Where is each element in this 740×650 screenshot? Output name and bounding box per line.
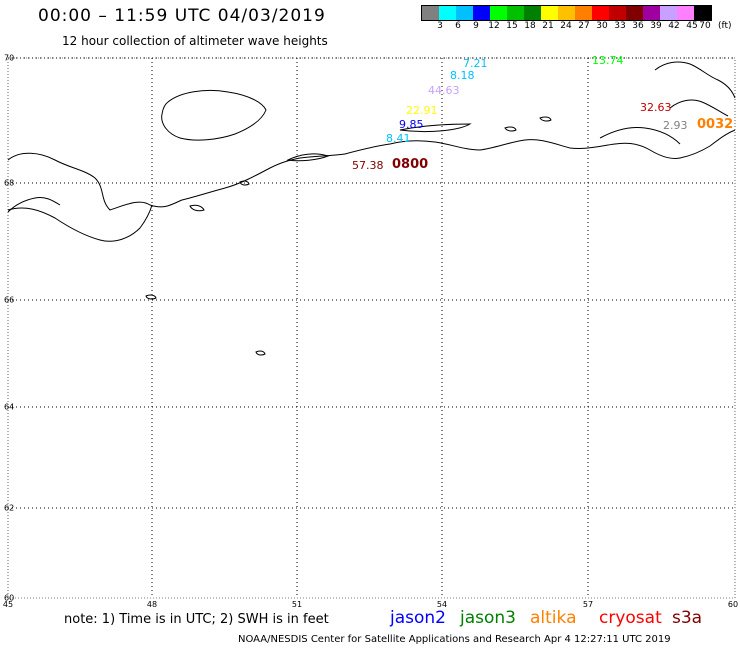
map-title: 00:00 – 11:59 UTC 04/03/2019 — [38, 6, 326, 26]
small-island-7 — [399, 123, 472, 133]
colorbar-swatch — [558, 6, 575, 20]
colorbar-tick-label: 42 — [668, 21, 680, 31]
colorbar-swatch — [592, 6, 609, 20]
colorbar-tick-label: 36 — [632, 21, 644, 31]
colorbar-swatch — [660, 6, 677, 20]
small-island-1 — [145, 294, 157, 300]
wave-label: 0800 — [392, 157, 429, 172]
small-island-6 — [189, 204, 205, 212]
colorbar-tick-label: 39 — [650, 21, 662, 31]
wave-label: 44.63 — [428, 84, 460, 97]
novaya-zemlya-coast — [654, 61, 736, 99]
novaya-zemlya-south-coast — [669, 99, 729, 117]
colorbar-swatch — [490, 6, 507, 20]
colorbar-tick-label: 12 — [488, 21, 500, 31]
longitude-label: 45 — [2, 600, 14, 609]
wave-label: 7.21 — [463, 57, 488, 70]
footer-note: note: 1) Time is in UTC; 2) SWH is in fe… — [64, 612, 329, 627]
colorbar-swatch — [456, 6, 473, 20]
wave-label: 2.93 — [663, 119, 688, 132]
latitude-label: 70 — [4, 53, 15, 63]
colorbar-tick-label: 33 — [614, 21, 626, 31]
latitude-label: 66 — [4, 295, 15, 305]
wave-label: 57.38 — [352, 159, 384, 172]
colorbar-swatch — [541, 6, 558, 20]
colorbar-tick-label: 21 — [542, 21, 554, 31]
colorbar-tick-label: 18 — [524, 21, 536, 31]
longitude-label: 48 — [146, 600, 158, 609]
colorbar-swatch — [473, 6, 490, 20]
latitude-label: 60 — [4, 593, 15, 603]
map-subtitle: 12 hour collection of altimeter wave hei… — [62, 34, 328, 48]
wave-label: 22.91 — [406, 104, 438, 117]
colorbar-tick-label: 6 — [455, 21, 461, 31]
wave-label: 8.41 — [386, 132, 411, 145]
coastlines — [7, 61, 736, 356]
colorbar-swatch — [507, 6, 524, 20]
legend-cryosat: cryosat — [599, 608, 662, 628]
colorbar-swatch — [643, 6, 660, 20]
colorbar-swatch — [422, 6, 439, 20]
kanin-peninsula-coast — [286, 153, 330, 162]
small-island-4 — [539, 116, 552, 122]
colorbar-swatch — [626, 6, 643, 20]
colorbar-tick-label: 70 — [699, 21, 711, 31]
mainland-bay-coast — [7, 204, 153, 242]
longitude-label: 54 — [436, 600, 448, 609]
legend-jason3: jason3 — [460, 608, 516, 628]
small-island-5 — [239, 180, 250, 186]
colorbar-tick-label: 3 — [437, 21, 443, 31]
legend-altika: altika — [530, 608, 577, 628]
colorbar-swatch — [439, 6, 456, 20]
mainland-west-coast — [7, 152, 346, 211]
wave-label: 32.63 — [640, 101, 672, 114]
colorbar-unit: (ft) — [718, 21, 732, 31]
wave-height-colorbar — [421, 5, 712, 21]
mainland-northwest-coast — [7, 197, 61, 213]
longitude-label: 57 — [582, 600, 594, 609]
credit-line: NOAA/NESDIS Center for Satellite Applica… — [238, 634, 671, 645]
graticule — [8, 57, 735, 598]
pechora-coast — [344, 129, 736, 159]
colorbar-tick-label: 24 — [560, 21, 572, 31]
colorbar-tick-label: 9 — [473, 21, 479, 31]
colorbar-swatch — [677, 6, 694, 20]
colorbar-swatch — [609, 6, 626, 20]
wave-label: 8.18 — [450, 69, 475, 82]
wave-label: 9.85 — [399, 118, 424, 131]
colorbar-swatch — [575, 6, 592, 20]
colorbar-swatch — [694, 6, 711, 20]
colorbar-swatch — [524, 6, 541, 20]
legend-jason2: jason2 — [390, 608, 446, 628]
latitude-label: 64 — [4, 402, 15, 412]
small-island-2 — [255, 350, 266, 356]
longitude-label: 60 — [727, 600, 739, 609]
colorbar-tick-label: 15 — [506, 21, 518, 31]
latitude-label: 68 — [4, 178, 15, 188]
colorbar-tick-label: 27 — [578, 21, 590, 31]
colorbar-tick-label: 30 — [596, 21, 608, 31]
legend-s3a: s3a — [672, 608, 703, 628]
kolguev-island-coast — [161, 89, 267, 141]
colorbar-tick-label: 45 — [686, 21, 698, 31]
longitude-label: 51 — [291, 600, 303, 609]
vaygach-island-coast — [599, 127, 681, 145]
map-frame — [7, 57, 736, 599]
latitude-label: 62 — [4, 503, 15, 513]
wave-label: 13.74 — [592, 54, 624, 67]
wave-label: 0032 — [697, 117, 734, 132]
colorbar-tick-labels: 3 6 9 12 15 18 21 24 27 30 33 36 39 42 45 70 — [421, 21, 740, 33]
small-island-3 — [504, 126, 517, 132]
